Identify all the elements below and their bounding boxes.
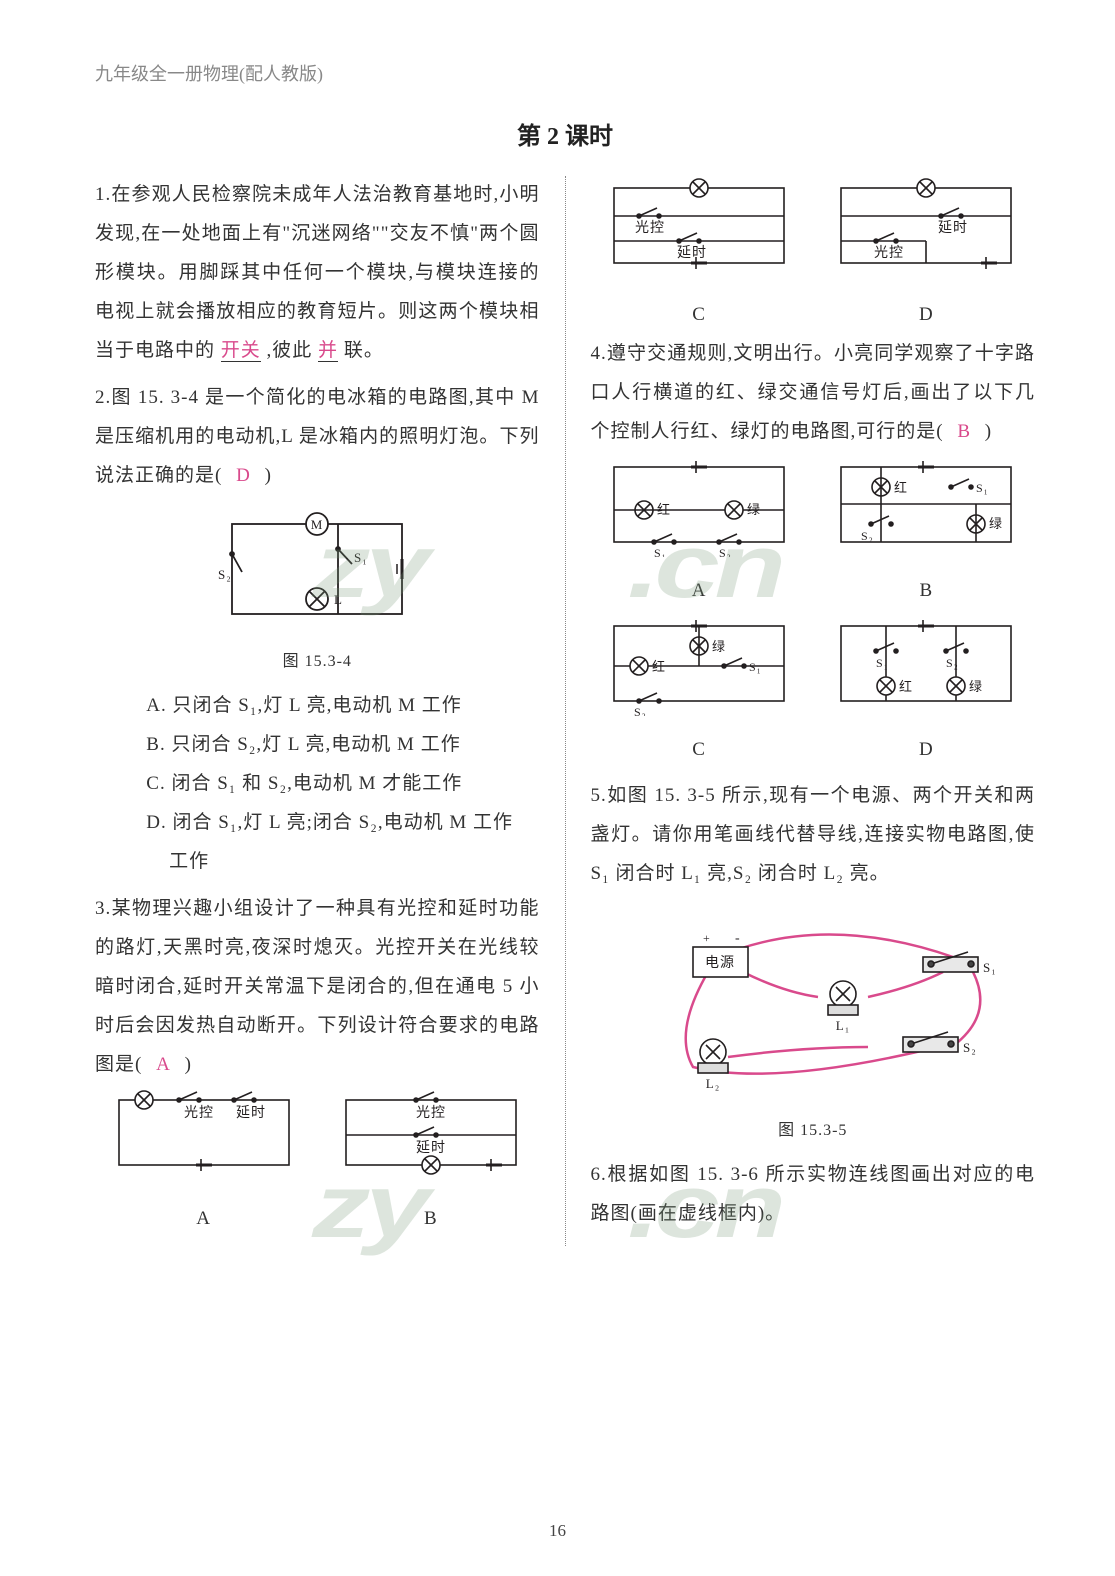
q3-circuit-b: 光控 延时 <box>331 1085 531 1185</box>
q4-label-d: D <box>826 731 1026 770</box>
svg-text:S₂: S₂ <box>634 705 647 716</box>
svg-text:L₁: L₁ <box>836 1018 850 1033</box>
svg-text:光控: 光控 <box>635 220 665 236</box>
question-4: 4.遵守交通规则,文明出行。小亮同学观察了十字路口人行横道的红、绿交通信号灯后,… <box>591 335 1036 770</box>
q3-circuit-d: 延时 光控 <box>826 176 1026 281</box>
svg-text:M: M <box>311 517 324 532</box>
q2-diagram: M S₁ S₂ L <box>95 504 540 680</box>
q3-tail: ) <box>185 1054 192 1075</box>
q3-num: 3. <box>95 898 111 919</box>
svg-text:S₂: S₂ <box>719 546 732 557</box>
question-3: 3.某物理兴趣小组设计了一种具有光控和延时功能的路灯,天黑时亮,夜深时熄灭。光控… <box>95 890 540 1239</box>
q2-text-a: 图 15. 3-4 是一个简化的电冰箱的电路图,其中 M 是压缩机用的电动机,L… <box>95 387 540 486</box>
svg-text:电源: 电源 <box>705 955 735 971</box>
svg-text:延时: 延时 <box>236 1105 266 1121</box>
q1-num: 1. <box>95 184 111 205</box>
svg-text:S₁: S₁ <box>654 546 667 557</box>
q5-fig-label: 图 15.3-5 <box>591 1115 1036 1148</box>
q1-blank1: 开关 <box>221 340 261 362</box>
q3-answer: A <box>148 1054 179 1075</box>
q6-num: 6. <box>591 1164 607 1185</box>
svg-text:S₂: S₂ <box>946 656 959 670</box>
q2-opt-b: B. 只闭合 S₂,灯 L 亮,电动机 M 工作 <box>120 726 540 765</box>
q4-answer: B <box>949 421 979 442</box>
q2-fig-label: 图 15.3-4 <box>95 646 540 679</box>
q2-num: 2. <box>95 387 111 408</box>
svg-text:红: 红 <box>894 480 908 495</box>
svg-text:+: + <box>703 931 711 945</box>
q2-opt-a: A. 只闭合 S₁,灯 L 亮,电动机 M 工作 <box>120 687 540 726</box>
svg-text:-: - <box>735 931 741 946</box>
q4-label-c: C <box>599 731 799 770</box>
q3-label-b: B <box>331 1200 531 1239</box>
svg-text:延时: 延时 <box>677 245 707 261</box>
q2-answer: D <box>228 465 259 486</box>
q4-label-b: B <box>826 572 1026 611</box>
q2-options: A. 只闭合 S₁,灯 L 亮,电动机 M 工作 B. 只闭合 S₂,灯 L 亮… <box>95 687 540 882</box>
question-5: 5.如图 15. 3-5 所示,现有一个电源、两个开关和两盏灯。请你用笔画线代替… <box>591 777 1036 1148</box>
svg-text:S₂: S₂ <box>218 567 232 582</box>
content-area: 1.在参观人民检察院未成年人法治教育基地时,小明发现,在一处地面上有"沉迷网络"… <box>95 176 1035 1246</box>
svg-text:绿: 绿 <box>969 679 983 694</box>
page-number: 16 <box>0 1521 1115 1541</box>
q1-blank2: 并 <box>318 340 338 362</box>
svg-text:绿: 绿 <box>747 502 761 517</box>
q3-diagrams-cd: 光控 延时 C 延时 <box>591 176 1036 335</box>
svg-text:光控: 光控 <box>416 1105 446 1121</box>
q3-diagrams-ab: 光控 延时 A 光控 <box>95 1085 540 1239</box>
page-header: 九年级全一册物理(配人教版) <box>95 60 1035 86</box>
q1-text-a: 在参观人民检察院未成年人法治教育基地时,小明发现,在一处地面上有"沉迷网络""交… <box>95 184 540 361</box>
svg-text:L: L <box>334 592 343 607</box>
svg-text:S₂: S₂ <box>861 529 874 543</box>
svg-text:S₁: S₁ <box>354 550 368 565</box>
q5-num: 5. <box>591 785 607 806</box>
svg-text:红: 红 <box>652 659 666 674</box>
q3-label-d: D <box>826 296 1026 335</box>
question-6: 6.根据如图 15. 3-6 所示实物连线图画出对应的电路图(画在虚线框内)。 <box>591 1156 1036 1234</box>
svg-text:S₁: S₁ <box>976 481 989 495</box>
svg-text:绿: 绿 <box>712 639 726 654</box>
column-divider <box>565 176 566 1246</box>
q1-mid: ,彼此 <box>267 340 313 361</box>
q2-opt-d: D. 闭合 S₁,灯 L 亮;闭合 S₂,电动机 M 工作 <box>120 804 540 843</box>
svg-text:绿: 绿 <box>989 516 1003 531</box>
q4-diagrams-cd: 绿 红 S₁ S₂ C <box>591 611 1036 770</box>
svg-text:延时: 延时 <box>416 1140 446 1156</box>
q4-circuit-b: 红 S₁ S₂ 绿 <box>826 452 1026 557</box>
svg-text:S₂: S₂ <box>963 1040 977 1055</box>
q3-circuit-c: 光控 延时 <box>599 176 799 281</box>
q3-text: 某物理兴趣小组设计了一种具有光控和延时功能的路灯,天黑时亮,夜深时熄灭。光控开关… <box>95 898 540 1075</box>
q3-circuit-a: 光控 延时 <box>104 1085 304 1185</box>
svg-text:光控: 光控 <box>184 1105 214 1121</box>
q4-circuit-d: S₁ S₂ 红 绿 <box>826 611 1026 716</box>
svg-text:光控: 光控 <box>874 245 904 261</box>
q3-label-c: C <box>599 296 799 335</box>
lesson-title: 第 2 课时 <box>95 116 1035 151</box>
q6-text: 根据如图 15. 3-6 所示实物连线图画出对应的电路图(画在虚线框内)。 <box>591 1164 1036 1224</box>
question-1: 1.在参观人民检察院未成年人法治教育基地时,小明发现,在一处地面上有"沉迷网络"… <box>95 176 540 371</box>
q2-opt-d-tail: 工作 <box>120 843 540 882</box>
q4-label-a: A <box>599 572 799 611</box>
question-2: 2.图 15. 3-4 是一个简化的电冰箱的电路图,其中 M 是压缩机用的电动机… <box>95 379 540 882</box>
q4-tail: ) <box>985 421 992 442</box>
left-column: 1.在参观人民检察院未成年人法治教育基地时,小明发现,在一处地面上有"沉迷网络"… <box>95 176 540 1246</box>
svg-text:L₂: L₂ <box>706 1076 720 1091</box>
svg-text:红: 红 <box>899 679 913 694</box>
svg-text:延时: 延时 <box>938 220 968 236</box>
q5-diagram: 电源 + - L₁ L₂ <box>591 902 1036 1148</box>
q4-num: 4. <box>591 343 607 364</box>
q2-text-b: ) <box>265 465 272 486</box>
q4-circuit-c: 绿 红 S₁ S₂ <box>599 611 799 716</box>
right-column: 光控 延时 C 延时 <box>591 176 1036 1246</box>
q2-opt-c: C. 闭合 S₁ 和 S₂,电动机 M 才能工作 <box>120 765 540 804</box>
svg-text:S₁: S₁ <box>983 960 997 975</box>
q4-diagrams-ab: 红 绿 S₁ S₂ A <box>591 452 1036 611</box>
svg-text:S₁: S₁ <box>876 656 889 670</box>
q5-text: 如图 15. 3-5 所示,现有一个电源、两个开关和两盏灯。请你用笔画线代替导线… <box>591 785 1036 884</box>
q3-label-a: A <box>104 1200 304 1239</box>
q1-tail: 联。 <box>344 340 384 361</box>
q4-circuit-a: 红 绿 S₁ S₂ <box>599 452 799 557</box>
svg-text:S₁: S₁ <box>749 660 762 674</box>
